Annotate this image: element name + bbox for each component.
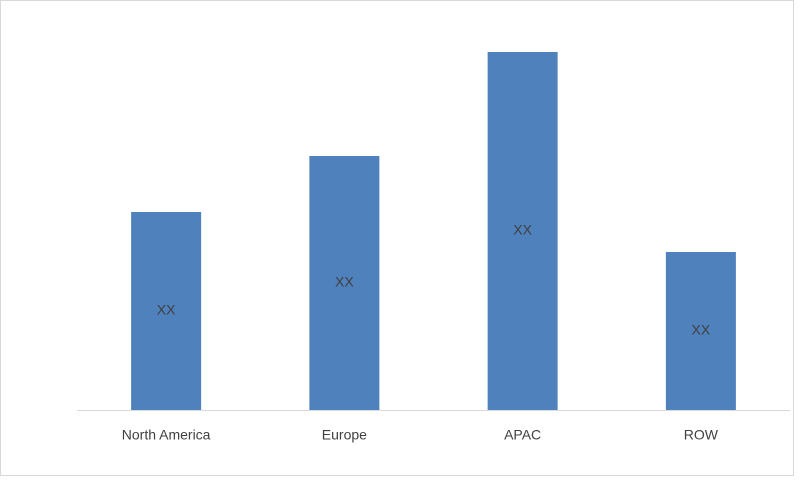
x-tick-label: Europe (322, 427, 367, 443)
bar (131, 212, 202, 410)
x-tick-label: ROW (684, 427, 719, 443)
data-label: XX (692, 322, 711, 338)
x-tick-label: North America (122, 427, 211, 443)
bar (309, 156, 380, 410)
data-label: XX (335, 274, 354, 290)
bar (665, 252, 736, 410)
data-label: XX (513, 222, 532, 238)
bar (487, 52, 558, 410)
x-tick-label: APAC (504, 427, 541, 443)
data-label: XX (157, 302, 176, 318)
